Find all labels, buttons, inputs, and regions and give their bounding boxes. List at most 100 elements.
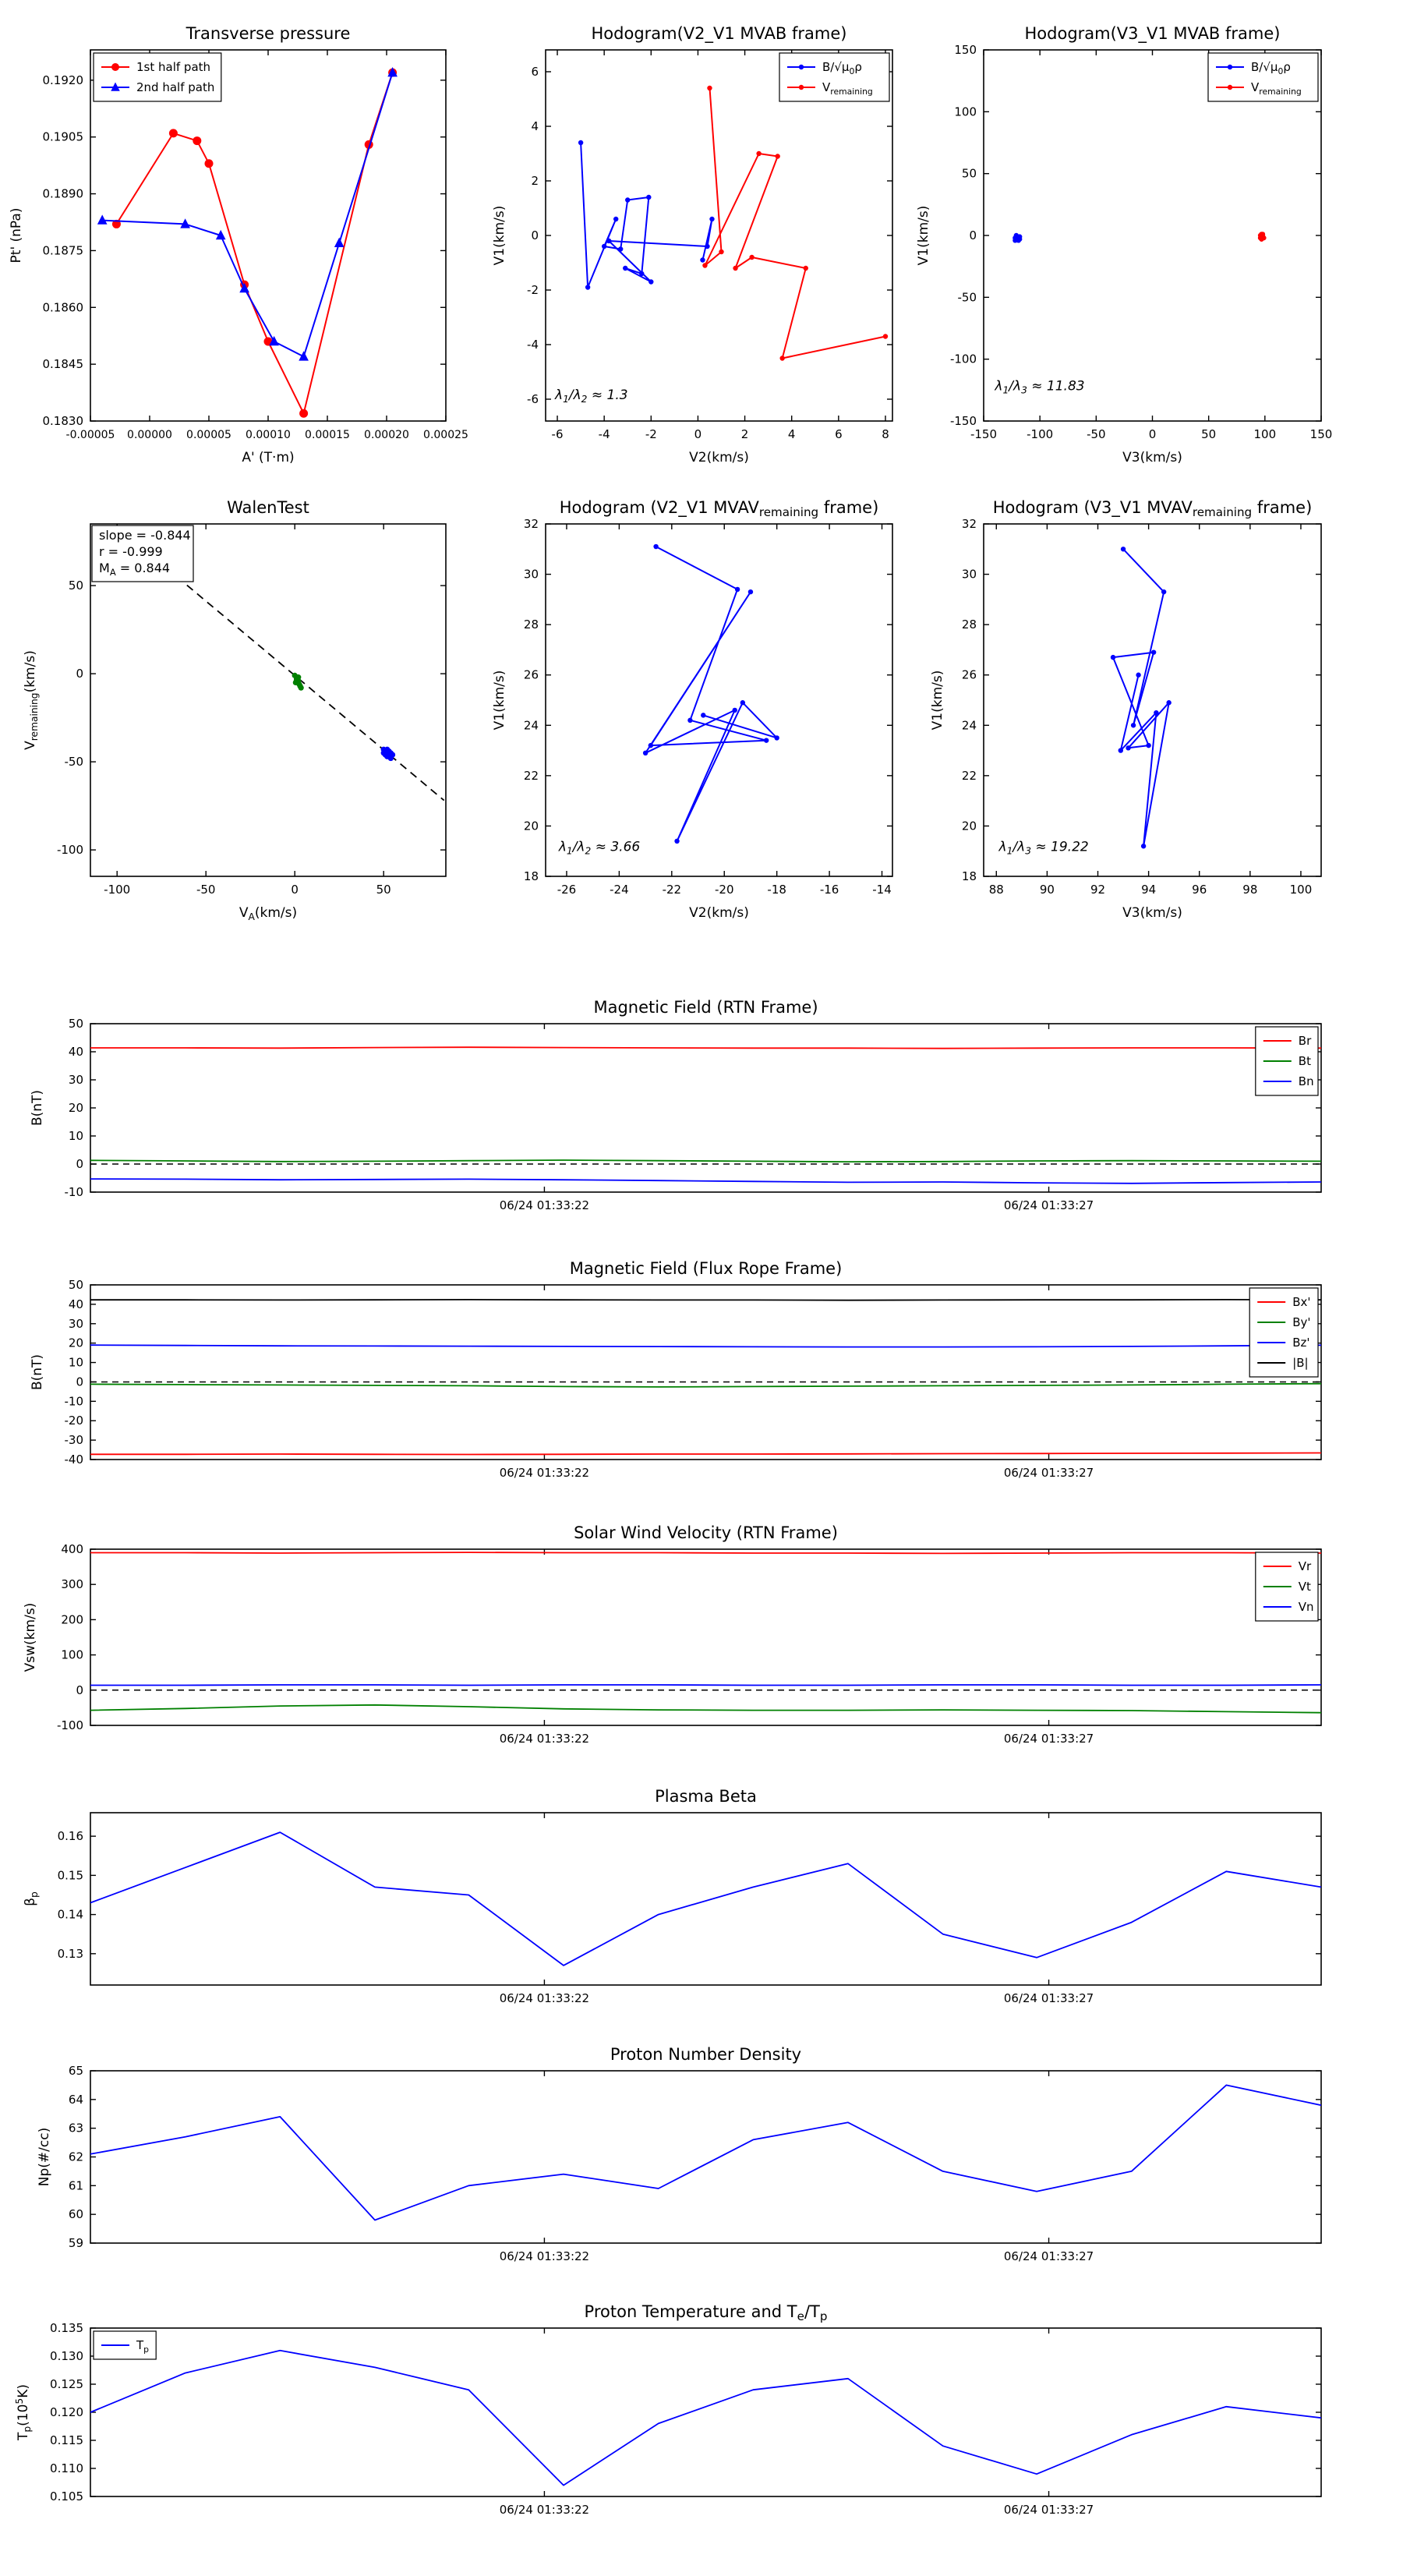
plasma_beta-xtick-label: 06/24 01:33:22 — [500, 1991, 589, 2005]
hodogram_v3v1_mvav-xtick-label: 98 — [1242, 883, 1257, 897]
plasma_beta-series-0 — [90, 1831, 1321, 1966]
hodogram_v3v1_mvab-xlabel: V3(km/s) — [1122, 450, 1182, 465]
np_density-ytick-label: 63 — [69, 2121, 83, 2135]
b_rtn-legend-label: Br — [1299, 1034, 1312, 1048]
hodogram_v3v1_mvav-xtick-label: 94 — [1141, 883, 1156, 897]
transverse_pressure-xlabel: A' (T·m) — [242, 450, 294, 465]
hodogram_v3v1_mvab-xtick-label: -150 — [970, 427, 997, 441]
transverse_pressure-series-1 — [102, 72, 394, 358]
b_fluxrope-ytick-label: -40 — [65, 1453, 84, 1467]
b_fluxrope-series-1 — [90, 1382, 1321, 1388]
hodogram_v3v1_mvab-xtick-label: 50 — [1201, 427, 1216, 441]
np_density-title: Proton Number Density — [610, 2045, 801, 2064]
hodogram_v3v1_mvav-xtick-label: 100 — [1290, 883, 1313, 897]
vsw_rtn-ytick-label: 300 — [61, 1577, 83, 1591]
hodogram_v3v1_mvab-ytick-label: -150 — [950, 414, 977, 428]
vsw_rtn-ytick-label: 100 — [61, 1648, 83, 1662]
hodogram_v2v1_mvav-ytick-label: 32 — [524, 517, 539, 531]
transverse_pressure-xtick-label: 0.00000 — [127, 429, 172, 441]
hodogram_v3v1_mvab-ytick-label: 0 — [969, 228, 977, 242]
hodogram_v2v1_mvav-ylabel: V1(km/s) — [492, 671, 507, 731]
hodogram_v3v1_mvab-title: Hodogram(V3_V1 MVAB frame) — [1025, 24, 1281, 44]
tp_temperature-legend: Tp — [93, 2330, 157, 2360]
panel-b_rtn: 06/24 01:33:22 06/24 01:33:27 -10 0 10 20 30 40… — [30, 998, 1322, 1212]
hodogram_v2v1_mvav-series-0 — [645, 546, 778, 842]
b_fluxrope-legend-label: Bx' — [1292, 1295, 1310, 1309]
panel-hodogram_v3v1_mvab: -150 -100 -50 0 50 100 150 -150 -100 -50 0 50 100 150… — [916, 24, 1332, 465]
b_rtn-ylabel: B(nT) — [30, 1090, 45, 1126]
hodogram_v3v1_mvav-xtick-label: 88 — [989, 883, 1004, 897]
transverse_pressure-ytick-label: 0.1845 — [43, 357, 84, 371]
b_fluxrope-series-2 — [90, 1344, 1321, 1348]
hodogram_v3v1_mvav-ytick-label: 20 — [962, 819, 977, 833]
hodogram_v2v1_mvav-xtick-label: -26 — [557, 883, 577, 897]
plasma_beta-frame — [90, 1812, 1322, 1986]
walen_test-ytick-label: -100 — [57, 843, 83, 857]
transverse_pressure-xtick-label: 0.00025 — [423, 429, 468, 441]
hodogram_v3v1_mvab-legend-label: B/√μ0ρ — [1251, 60, 1291, 76]
walen_test-ylabel: Vremaining(km/s) — [23, 650, 40, 750]
plasma_beta-ytick-label: 0.13 — [58, 1947, 83, 1961]
b_fluxrope-ytick-label: 40 — [69, 1297, 83, 1311]
hodogram_v2v1_mvab-ytick-label: -6 — [527, 392, 539, 406]
transverse_pressure-legend-label: 2nd half path — [136, 80, 214, 94]
hodogram_v3v1_mvav-title: Hodogram (V3_V1 MVAVremaining frame) — [993, 498, 1313, 519]
transverse_pressure-xtick-label: 0.00005 — [186, 429, 231, 441]
hodogram_v2v1_mvab-ylabel: V1(km/s) — [492, 206, 507, 266]
vsw_rtn-series-1 — [90, 1704, 1321, 1714]
b_rtn-legend-label: Bt — [1299, 1054, 1311, 1068]
hodogram_v2v1_mvab-annotation: λ1/λ2 ≈ 1.3 — [554, 387, 628, 405]
tp_temperature-ytick-label: 0.110 — [50, 2461, 83, 2475]
b_fluxrope-xtick-label: 06/24 01:33:27 — [1004, 1466, 1094, 1480]
np_density-xtick-label: 06/24 01:33:27 — [1004, 2249, 1094, 2263]
b_rtn-xtick-label: 06/24 01:33:22 — [500, 1198, 589, 1212]
transverse_pressure-ytick-label: 0.1830 — [43, 414, 84, 428]
np_density-ytick-label: 60 — [69, 2207, 83, 2221]
hodogram_v3v1_mvab-legend-label: Vremaining — [1251, 80, 1302, 97]
panel-walen_test: -100 -50 0 50 -100 -50 0 50 WalenTest VA(km/s) Vre… — [23, 498, 447, 922]
hodogram_v2v1_mvab-xtick-label: 2 — [741, 427, 749, 441]
hodogram_v3v1_mvav-xtick-label: 92 — [1090, 883, 1105, 897]
tp_temperature-ylabel: Tp(105K) — [14, 2384, 33, 2441]
plasma_beta-xtick-label: 06/24 01:33:27 — [1004, 1991, 1094, 2005]
b_rtn-series-1 — [90, 1159, 1321, 1162]
hodogram_v3v1_mvav-ylabel: V1(km/s) — [930, 671, 945, 731]
transverse_pressure-ytick-label: 0.1905 — [43, 130, 84, 144]
walen_test-xtick-label: -50 — [196, 883, 216, 897]
walen_test-stats-line: r = -0.999 — [99, 544, 163, 559]
tp_temperature-ytick-label: 0.105 — [50, 2489, 83, 2503]
hodogram_v2v1_mvab-xtick-label: 4 — [788, 427, 796, 441]
hodogram_v2v1_mvav-xlabel: V2(km/s) — [689, 905, 749, 921]
b_fluxrope-ytick-label: 50 — [69, 1278, 83, 1292]
tp_temperature-ytick-label: 0.120 — [50, 2405, 83, 2419]
transverse_pressure-ytick-label: 0.1920 — [43, 73, 84, 87]
hodogram_v3v1_mvab-ytick-label: 50 — [962, 167, 977, 181]
hodogram_v2v1_mvav-xtick-label: -18 — [767, 883, 786, 897]
vsw_rtn-ytick-label: 400 — [61, 1542, 83, 1556]
hodogram_v3v1_mvab-ytick-label: 150 — [954, 43, 977, 57]
transverse_pressure-xtick-label: -0.00005 — [66, 429, 115, 441]
hodogram_v2v1_mvav-xtick-label: -20 — [715, 883, 734, 897]
hodogram_v2v1_mvab-xlabel: V2(km/s) — [689, 450, 749, 465]
b_fluxrope-legend-label: Bz' — [1292, 1336, 1309, 1350]
hodogram_v3v1_mvav-ytick-label: 18 — [962, 869, 977, 883]
np_density-frame — [90, 2070, 1322, 2244]
tp_temperature-series-0 — [90, 2349, 1321, 2486]
np_density-ytick-label: 65 — [69, 2064, 83, 2078]
np_density-ytick-label: 59 — [69, 2236, 83, 2250]
vsw_rtn-legend-label: Vr — [1299, 1559, 1312, 1573]
b_fluxrope-ytick-label: 0 — [76, 1375, 83, 1389]
hodogram_v2v1_mvab-xtick-label: 8 — [882, 427, 889, 441]
b_rtn-legend: Br Bt Bn — [1255, 1026, 1319, 1096]
hodogram_v3v1_mvab-annotation: λ1/λ3 ≈ 11.83 — [994, 378, 1084, 395]
b_fluxrope-ytick-label: 30 — [69, 1317, 83, 1331]
plasma_beta-title: Plasma Beta — [655, 1787, 757, 1806]
hodogram_v3v1_mvab-xtick-label: 100 — [1254, 427, 1277, 441]
transverse_pressure-xtick-label: 0.00010 — [246, 429, 291, 441]
panel-tp_temperature: 06/24 01:33:22 06/24 01:33:27 0.105 0.110 0.… — [14, 2302, 1322, 2517]
hodogram_v3v1_mvav-frame — [983, 523, 1322, 877]
tp_temperature-legend-label: Tp — [136, 2338, 149, 2355]
hodogram_v2v1_mvav-ytick-label: 18 — [524, 869, 539, 883]
panel-b_fluxrope: 06/24 01:33:22 06/24 01:33:27 -40 -30 -20 -10… — [30, 1259, 1322, 1480]
